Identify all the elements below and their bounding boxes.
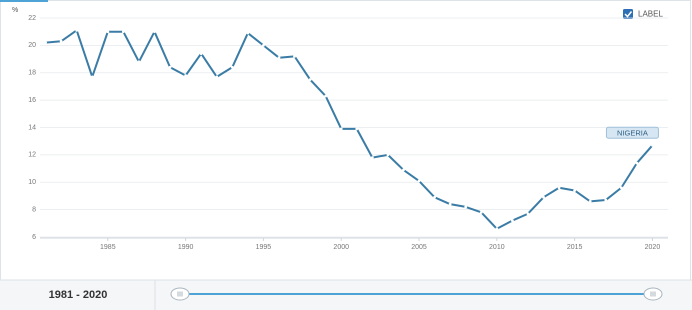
point [573,189,577,192]
top-accent [0,0,48,2]
point [246,31,250,35]
point [339,127,343,131]
point [137,60,141,64]
point [526,212,530,216]
x-tick-label: 2020 [645,244,661,251]
point [199,52,203,55]
x-tick-label: 2000 [333,244,349,251]
checkmark [624,11,633,18]
label-toggle[interactable]: LABEL [623,9,663,19]
range-handle-left[interactable] [170,287,190,301]
x-tick-label: 2010 [489,244,505,251]
point [417,179,421,183]
y-axis-label: % [12,7,18,14]
point [59,39,63,43]
range-label: 1981 - 2020 [49,289,108,301]
x-tick-label: 1995 [256,244,272,251]
point [542,195,545,199]
series-line [45,29,654,230]
point [433,195,436,199]
y-tick-label: 14 [28,124,36,131]
point [651,143,654,147]
point [308,78,312,81]
point [230,65,234,69]
x-tick-label: 2005 [411,244,427,251]
point [448,202,452,206]
point [262,43,265,47]
series-label-box [605,126,659,139]
point [604,198,608,202]
point [386,153,390,157]
point [557,186,561,190]
point [44,41,47,45]
point [184,74,188,77]
y-tick-label: 6 [32,234,36,241]
point [324,94,328,98]
point [153,30,156,34]
x-tick-label: 1985 [100,244,116,251]
y-tick-label: 12 [28,152,36,159]
point [402,168,405,172]
x-tick-label: 2015 [567,244,583,251]
series-label-text: NIGERIA [617,128,648,137]
point [495,227,499,231]
x-tick-label: 1990 [178,244,194,251]
series-label: NIGERIA [605,126,659,139]
point [635,161,639,165]
y-tick-label: 16 [28,97,36,104]
point [464,205,468,209]
y-tick-label: 22 [28,15,36,22]
range-handle-right[interactable] [643,287,663,301]
point [619,186,623,190]
point [75,28,79,32]
point [588,200,592,203]
label-toggle-text[interactable]: LABEL [638,10,663,19]
point [355,127,359,131]
point [510,219,514,222]
y-tick-label: 18 [28,70,36,77]
point [168,65,172,69]
point [277,56,281,60]
point [479,210,483,214]
point [293,54,296,58]
point [90,75,94,79]
grip [650,291,656,297]
point [370,156,374,160]
y-tick-label: 20 [28,42,36,49]
grip [177,291,183,297]
y-tick-label: 10 [28,179,36,186]
point [106,30,110,34]
y-tick-label: 8 [32,206,36,213]
point [121,30,125,34]
point [215,75,219,79]
checkbox[interactable] [623,9,633,19]
